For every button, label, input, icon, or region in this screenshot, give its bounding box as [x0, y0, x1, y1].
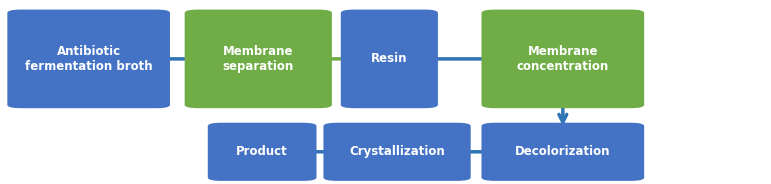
FancyBboxPatch shape: [341, 10, 438, 108]
Text: Membrane
separation: Membrane separation: [223, 45, 294, 73]
FancyBboxPatch shape: [208, 123, 316, 181]
Text: Membrane
concentration: Membrane concentration: [517, 45, 609, 73]
FancyBboxPatch shape: [185, 10, 332, 108]
FancyBboxPatch shape: [481, 123, 644, 181]
Text: Antibiotic
fermentation broth: Antibiotic fermentation broth: [25, 45, 153, 73]
FancyBboxPatch shape: [324, 123, 470, 181]
Text: Decolorization: Decolorization: [515, 145, 611, 158]
Text: Product: Product: [236, 145, 288, 158]
FancyBboxPatch shape: [8, 10, 170, 108]
FancyBboxPatch shape: [481, 10, 644, 108]
Text: Crystallization: Crystallization: [349, 145, 445, 158]
Text: Resin: Resin: [371, 52, 408, 65]
